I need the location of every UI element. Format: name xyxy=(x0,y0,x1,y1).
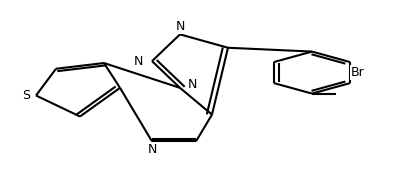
Text: S: S xyxy=(22,89,30,102)
Text: N: N xyxy=(133,55,143,68)
Text: N: N xyxy=(175,20,185,33)
Text: N: N xyxy=(147,143,157,156)
Text: N: N xyxy=(187,79,197,91)
Text: Br: Br xyxy=(351,66,365,79)
